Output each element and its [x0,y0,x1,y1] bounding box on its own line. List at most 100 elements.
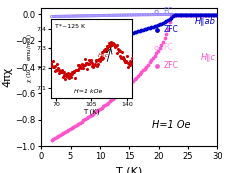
Point [125,86,128,89]
Point [63,15,67,18]
Point [80,42,83,44]
Point [80,120,83,123]
Point [208,13,211,16]
Point [159,44,163,46]
Point [156,24,160,26]
Point [198,13,201,16]
Point [105,37,108,40]
Point [65,15,69,18]
Point [131,80,135,82]
Point [203,13,206,16]
Point [173,13,176,16]
Point [129,31,133,34]
Point [81,15,85,17]
Point [166,13,170,16]
Point [50,139,54,142]
Point [85,117,88,120]
Point [91,39,95,42]
Point [93,14,97,17]
Point [133,31,137,34]
Point [85,14,88,17]
Point [203,13,206,16]
Point [78,15,82,17]
Point [111,14,115,17]
Point [146,63,150,66]
Point [174,14,178,16]
Point [194,13,198,16]
Point [143,13,147,16]
Point [128,83,132,85]
Point [116,14,120,17]
Point [108,100,112,103]
Point [103,14,107,17]
Point [129,81,133,84]
Point [213,13,216,16]
Point [106,101,110,104]
Point [93,111,97,114]
Point [96,39,100,41]
Point [118,14,122,17]
Point [188,13,192,16]
Point [189,13,193,16]
Point [100,14,103,17]
Point [115,14,118,17]
Text: ZFC: ZFC [164,61,179,70]
Point [181,13,185,16]
Point [103,104,107,106]
Point [184,14,188,16]
Point [111,36,115,38]
Point [98,14,102,17]
Point [206,13,210,16]
Point [134,13,138,16]
Point [188,13,192,16]
Point [73,125,77,127]
Point [131,13,135,16]
Point [141,29,145,31]
Point [115,35,118,38]
Point [96,14,100,17]
Point [184,13,188,16]
Point [136,30,140,33]
Point [88,14,92,17]
Point [193,13,196,16]
Point [50,15,54,18]
Point [76,15,80,17]
Point [76,15,80,17]
Point [141,13,145,16]
Point [83,41,87,44]
Point [176,13,180,16]
Point [184,13,188,16]
Point [120,14,123,16]
Point [91,112,95,115]
Point [71,15,75,17]
Point [201,13,205,16]
Point [131,31,135,34]
Point [159,13,163,16]
Point [133,13,137,16]
Point [103,37,107,40]
Point [51,138,55,140]
Point [140,13,143,16]
Point [70,15,74,17]
Point [101,105,105,108]
Point [154,24,158,27]
Point [186,13,190,16]
Point [158,13,161,16]
Point [118,34,122,37]
Point [75,15,78,17]
Text: FC: FC [164,7,173,16]
Point [58,15,62,18]
Point [166,13,170,16]
Point [51,15,55,18]
Point [113,14,117,17]
Point [140,29,143,32]
Point [199,13,203,16]
Point [174,13,178,16]
Point [184,13,188,16]
Point [141,69,145,72]
Point [110,99,113,101]
Point [208,13,211,16]
Point [168,13,172,16]
Point [53,15,57,18]
Point [131,13,135,16]
